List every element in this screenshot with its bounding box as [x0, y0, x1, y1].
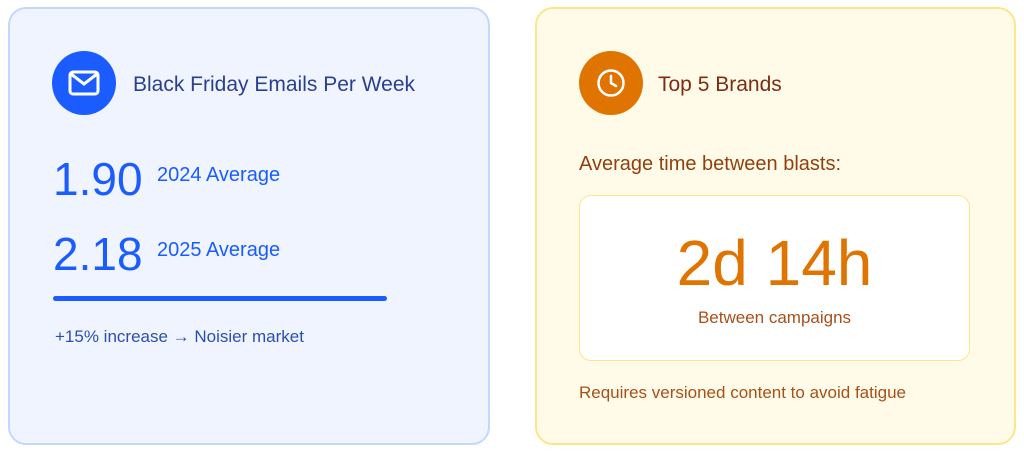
metric-value: 2d 14h [676, 227, 873, 299]
emails-per-week-card: Black Friday Emails Per Week 1.90 2024 A… [8, 7, 490, 445]
stat-label-2025: 2025 Average [157, 239, 281, 261]
card-footer: +15% increase → Noisier market [55, 327, 304, 346]
metric-box: 2d 14h Between campaigns [579, 195, 970, 361]
card-footer: Requires versioned content to avoid fati… [579, 383, 906, 402]
card-title: Top 5 Brands [658, 73, 782, 96]
mail-icon [52, 51, 116, 115]
clock-icon [579, 51, 643, 115]
stat-value-2024: 1.90 [53, 153, 143, 205]
card-title: Black Friday Emails Per Week [133, 73, 416, 96]
stat-label-2024: 2024 Average [157, 164, 281, 186]
metric-caption: Between campaigns [697, 308, 852, 327]
stat-value-2025: 2.18 [53, 228, 143, 280]
top-brands-card: Top 5 Brands Average time between blasts… [535, 7, 1016, 445]
divider-bar [53, 296, 387, 301]
card-subtitle: Average time between blasts: [579, 153, 842, 175]
